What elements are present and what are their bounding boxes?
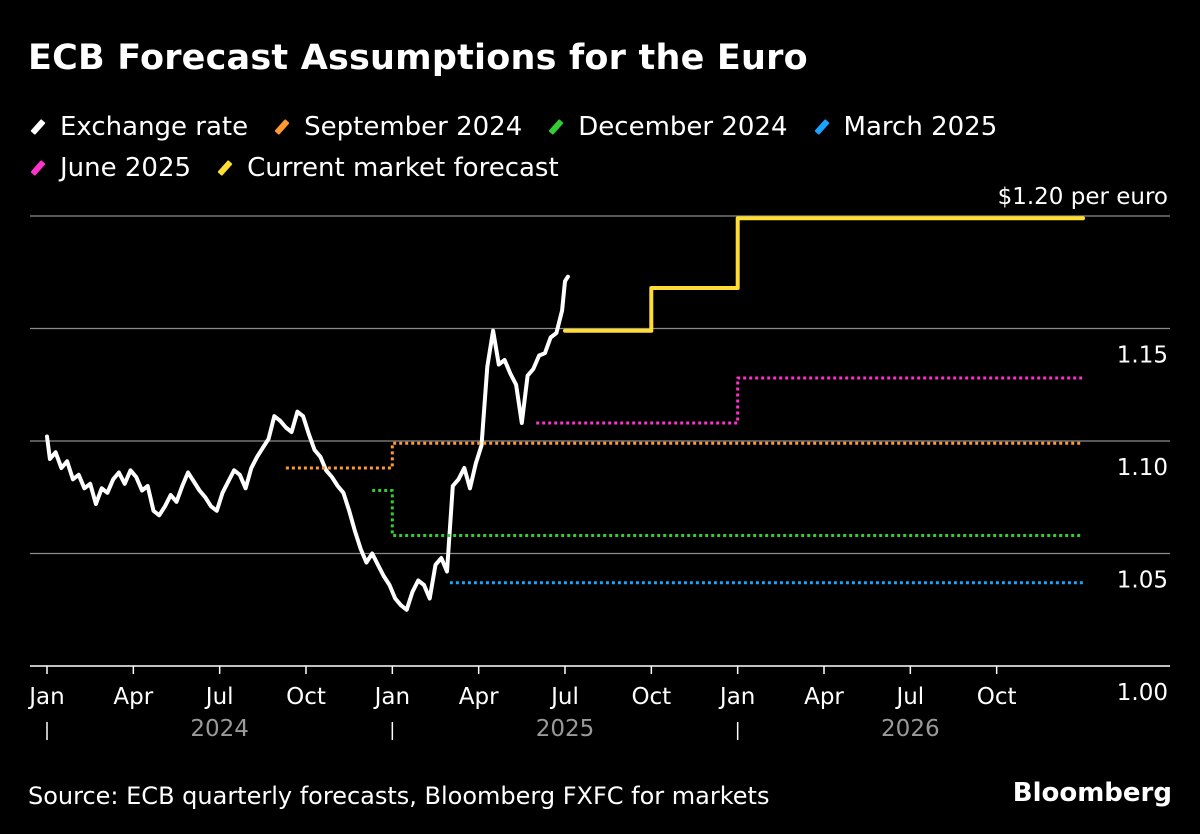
- legend-label: Exchange rate: [60, 112, 249, 142]
- y-tick-label: 1.10: [1117, 455, 1168, 481]
- x-tick-label: Jan: [27, 684, 64, 710]
- legend-label: December 2024: [578, 112, 788, 142]
- year-label: 2025: [536, 716, 595, 742]
- y-tick-label: 1.05: [1117, 568, 1168, 594]
- year-label: 2024: [190, 716, 249, 742]
- x-tick-label: Apr: [113, 684, 153, 710]
- series-line-current-market-forecast: [563, 216, 1085, 333]
- legend-label: June 2025: [60, 153, 192, 183]
- legend-label: September 2024: [304, 112, 523, 142]
- chart-legend: Exchange rate September 2024 December 2024…: [30, 104, 1130, 186]
- chart-title: ECB Forecast Assumptions for the Euro: [28, 38, 808, 78]
- series-line-september-2024: [285, 441, 1083, 470]
- y-tick-label: 1.00: [1117, 680, 1168, 706]
- x-tick-label: Jul: [549, 684, 579, 710]
- bloomberg-logo: Bloomberg: [1012, 778, 1172, 808]
- chart-svg: 1.00 1.05 1.10 1.15 $1.20 per euro Jan Apr Jul O…: [27, 184, 1170, 742]
- x-tick-label: Apr: [459, 684, 499, 710]
- legend-item: September 2024: [274, 109, 522, 145]
- x-tick-label: Jan: [373, 684, 410, 710]
- legend-item: Current market forecast: [217, 150, 559, 186]
- legend-label: March 2025: [843, 112, 998, 142]
- chart-area: 1.00 1.05 1.10 1.15 $1.20 per euro Jan Apr Jul O…: [0, 170, 1200, 760]
- legend-swatch-icon: [274, 119, 290, 135]
- y-tick-label: 1.15: [1117, 343, 1168, 369]
- x-tick-label: Jul: [204, 684, 234, 710]
- legend-swatch-icon: [813, 119, 830, 135]
- x-tick-label: Apr: [804, 684, 844, 710]
- legend-item: Exchange rate: [30, 109, 248, 145]
- x-tick-label: Oct: [631, 684, 671, 710]
- x-tick-label: Oct: [286, 684, 326, 710]
- year-label: 2026: [881, 716, 940, 742]
- legend-item: March 2025: [813, 109, 998, 145]
- legend-swatch-icon: [548, 119, 564, 135]
- legend-label: Current market forecast: [247, 153, 559, 183]
- source-note: Source: ECB quarterly forecasts, Bloombe…: [28, 782, 770, 810]
- unit-label: $1.20 per euro: [998, 184, 1168, 210]
- series-line-exchange-rate: [45, 274, 570, 612]
- legend-item: December 2024: [548, 109, 788, 145]
- series-line-june-2025: [536, 376, 1083, 425]
- legend-item: June 2025: [30, 150, 191, 186]
- x-tick-label: Jan: [718, 684, 755, 710]
- x-tick-label: Oct: [977, 684, 1017, 710]
- legend-swatch-icon: [30, 119, 46, 135]
- series-line-december-2024: [372, 489, 1083, 537]
- x-tick-label: Jul: [894, 684, 924, 710]
